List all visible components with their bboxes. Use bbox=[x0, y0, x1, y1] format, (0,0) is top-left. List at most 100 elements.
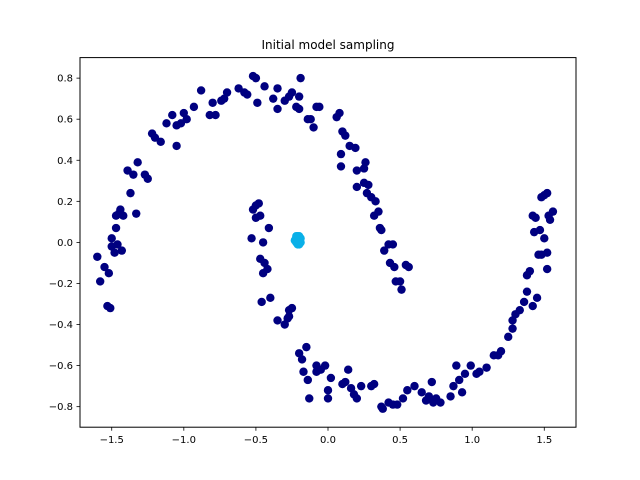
scatter-point bbox=[388, 240, 398, 249]
scatter-point bbox=[258, 238, 268, 247]
scatter-point bbox=[93, 252, 102, 261]
scatter-point bbox=[104, 269, 114, 278]
scatter-point bbox=[251, 73, 261, 83]
scatter-point bbox=[256, 211, 265, 220]
chart-title: Initial model sampling bbox=[261, 38, 394, 52]
scatter-point bbox=[162, 119, 171, 128]
scatter-point bbox=[273, 316, 282, 325]
scatter-point bbox=[326, 373, 336, 383]
scatter-point bbox=[309, 123, 318, 132]
scatter-point bbox=[143, 174, 152, 183]
scatter-point bbox=[496, 347, 506, 356]
scatter-point bbox=[398, 394, 408, 403]
scatter-point bbox=[266, 293, 275, 303]
scatter-point bbox=[243, 90, 252, 99]
scatter-point bbox=[119, 211, 128, 220]
scatter-point bbox=[273, 104, 282, 114]
scatter-point bbox=[542, 264, 552, 274]
scatter-point bbox=[222, 88, 232, 97]
scatter-point bbox=[306, 115, 315, 124]
scatter-point bbox=[410, 381, 419, 391]
scatter-point bbox=[446, 392, 455, 401]
scatter-point bbox=[296, 73, 305, 83]
scatter-point bbox=[369, 379, 379, 389]
scatter-point bbox=[390, 262, 399, 272]
x-tick-label: −1.0 bbox=[172, 435, 196, 446]
y-tick-label: −0.2 bbox=[49, 279, 73, 290]
scatter-point bbox=[532, 293, 542, 303]
y-axis: −0.8 −0.6 −0.4 −0.2 0.0 0.2 0.4 0.6 0.8 bbox=[49, 74, 80, 413]
scatter-point bbox=[457, 388, 467, 397]
scatter-point bbox=[168, 110, 177, 120]
scatter-point bbox=[257, 297, 266, 307]
y-tick-label: 0.4 bbox=[57, 156, 73, 167]
scatter-point bbox=[542, 188, 552, 198]
scatter-point bbox=[196, 86, 206, 95]
scatter-point bbox=[182, 115, 191, 124]
scatter-point bbox=[395, 277, 405, 286]
scatter-point bbox=[341, 131, 350, 140]
scatter-point bbox=[205, 110, 214, 120]
x-axis: −1.5 −1.0 −0.5 0.0 0.5 1.0 1.5 bbox=[100, 427, 552, 446]
scatter-point bbox=[436, 398, 445, 407]
scatter-point bbox=[336, 149, 346, 159]
scatter-point bbox=[369, 211, 379, 220]
scatter-point bbox=[466, 361, 475, 370]
scatter-point bbox=[427, 377, 437, 387]
scatter-point bbox=[315, 102, 324, 112]
scatter-point bbox=[253, 98, 262, 107]
scatter-point bbox=[107, 234, 116, 243]
scatter-point bbox=[320, 361, 330, 370]
scatter-point bbox=[284, 312, 294, 321]
scatter-point bbox=[540, 234, 549, 243]
scatter-point bbox=[548, 207, 558, 216]
x-tick-label: 0.0 bbox=[320, 435, 336, 446]
y-tick-label: −0.4 bbox=[49, 320, 73, 331]
scatter-point bbox=[397, 285, 406, 294]
scatter-point bbox=[126, 188, 135, 198]
scatter-point bbox=[303, 375, 313, 385]
scatter-point bbox=[352, 394, 362, 403]
scatter-point bbox=[375, 223, 385, 233]
scatter-point bbox=[528, 301, 537, 311]
y-tick-label: −0.6 bbox=[49, 361, 73, 372]
scatter-point bbox=[106, 303, 115, 313]
scatter-point bbox=[100, 262, 109, 272]
scatter-point bbox=[515, 305, 524, 315]
axes-frame bbox=[79, 57, 577, 428]
scatter-point bbox=[254, 199, 263, 208]
scatter-point bbox=[264, 223, 274, 233]
scatter-point bbox=[364, 180, 373, 190]
scatter-point bbox=[156, 137, 165, 146]
scatter-point bbox=[211, 110, 220, 120]
scatter-point bbox=[117, 246, 127, 255]
scatter-point bbox=[297, 355, 307, 364]
scatter-point bbox=[111, 223, 121, 233]
scatter-point bbox=[545, 215, 555, 225]
scatter-point bbox=[424, 392, 434, 401]
x-tick-label: −1.5 bbox=[100, 435, 124, 446]
scatter-point bbox=[393, 400, 402, 409]
scatter-point bbox=[352, 182, 362, 192]
scatter-point bbox=[403, 386, 412, 395]
scatter-point bbox=[113, 240, 122, 249]
scatter-point bbox=[269, 94, 278, 103]
points-layer bbox=[93, 71, 558, 413]
x-tick-label: −0.5 bbox=[244, 435, 268, 446]
scatter-point bbox=[455, 375, 464, 385]
scatter-point bbox=[460, 369, 470, 379]
scatter-point bbox=[305, 394, 314, 403]
scatter-point bbox=[323, 386, 333, 395]
scatter-point bbox=[260, 82, 269, 91]
y-tick-label: 0.2 bbox=[57, 197, 73, 208]
scatter-point bbox=[359, 164, 369, 173]
scatter-point bbox=[336, 162, 346, 171]
scatter-point bbox=[294, 104, 304, 114]
scatter-point bbox=[452, 361, 461, 370]
scatter-point bbox=[343, 365, 353, 374]
scatter-point bbox=[449, 381, 458, 391]
scatter-point bbox=[273, 84, 282, 93]
scatter-point bbox=[356, 381, 366, 391]
scatter-point bbox=[525, 266, 535, 276]
